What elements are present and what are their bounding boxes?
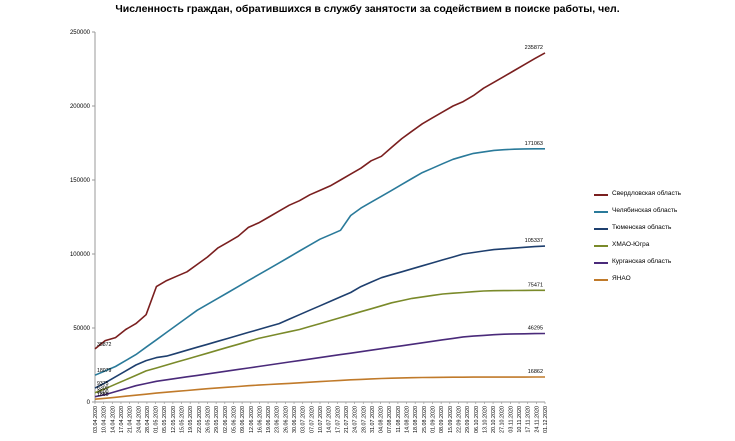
- x-tick-label: 05.06.2020: [231, 406, 237, 433]
- series-start-label: 18079: [97, 368, 112, 374]
- x-tick-label: 22.09.2020: [456, 406, 462, 433]
- x-tick-label: 14.08.2020: [405, 406, 411, 433]
- x-tick-label: 19.05.2020: [188, 406, 194, 433]
- x-tick-label: 25.08.2020: [422, 406, 428, 433]
- chart-title: Численность граждан, обратившихся в служ…: [115, 3, 620, 15]
- x-tick-label: 07.08.2020: [387, 406, 393, 433]
- x-tick-label: 19.06.2020: [266, 406, 272, 433]
- x-tick-label: 10.04.2020: [102, 406, 108, 433]
- x-tick-label: 20.10.2020: [491, 406, 497, 433]
- x-tick-label: 24.07.2020: [353, 406, 359, 433]
- x-tick-label: 28.04.2020: [145, 406, 151, 433]
- x-tick-label: 06.10.2020: [474, 406, 480, 433]
- x-tick-label: 18.08.2020: [413, 406, 419, 433]
- x-tick-label: 17.04.2020: [119, 406, 125, 433]
- x-tick-label: 31.07.2020: [370, 406, 376, 433]
- x-tick-label: 12.05.2020: [171, 406, 177, 433]
- x-tick-label: 14.04.2020: [110, 406, 116, 433]
- x-tick-label: 16.06.2020: [257, 406, 263, 433]
- x-tick-label: 29.09.2020: [465, 406, 471, 433]
- x-tick-label: 30.06.2020: [292, 406, 298, 433]
- x-tick-label: 12.06.2020: [249, 406, 255, 433]
- x-tick-label: 26.05.2020: [206, 406, 212, 433]
- x-tick-label: 17.11.2020: [526, 406, 532, 433]
- x-tick-label: 01.09.2020: [431, 406, 437, 433]
- legend-swatch: [594, 245, 608, 247]
- legend-label: ХМАО-Югра: [612, 241, 650, 248]
- y-tick-label: 0: [87, 400, 91, 406]
- x-tick-label: 27.10.2020: [500, 406, 506, 433]
- series-end-label: 171063: [525, 141, 543, 147]
- x-tick-label: 23.06.2020: [275, 406, 281, 433]
- x-tick-label: 22.05.2020: [197, 406, 203, 433]
- x-tick-label: 01.05.2020: [154, 406, 160, 433]
- series-start-label: 9375: [97, 381, 109, 387]
- series-line: [94, 332, 546, 398]
- x-tick-label: 10.07.2020: [318, 406, 324, 433]
- x-tick-label: 03.07.2020: [301, 406, 307, 433]
- series-end-label: 75471: [528, 282, 543, 288]
- series-end-label: 235872: [525, 45, 543, 51]
- series-start-label: 35872: [97, 342, 112, 348]
- series-line: [94, 289, 545, 394]
- x-tick-label: 01.12.2020: [543, 406, 549, 433]
- series-start-label: 3600: [97, 390, 109, 396]
- legend-swatch: [594, 211, 608, 213]
- x-tick-label: 08.09.2020: [439, 406, 445, 433]
- y-tick-label: 250000: [70, 30, 91, 36]
- y-tick-label: 50000: [73, 326, 90, 332]
- x-tick-label: 15.05.2020: [180, 406, 186, 433]
- x-tick-label: 03.11.2020: [508, 406, 514, 433]
- x-tick-label: 02.06.2020: [223, 406, 229, 433]
- x-tick-label: 07.07.2020: [309, 406, 315, 433]
- x-tick-label: 04.08.2020: [379, 406, 385, 433]
- legend-label: Челябинская область: [612, 207, 678, 214]
- x-tick-label: 24.04.2020: [136, 406, 142, 433]
- legend-swatch: [594, 228, 608, 230]
- series-end-label: 105337: [525, 238, 543, 244]
- x-tick-label: 11.08.2020: [396, 406, 402, 433]
- y-tick-label: 150000: [70, 178, 91, 184]
- x-tick-label: 28.07.2020: [361, 406, 367, 433]
- x-tick-label: 14.07.2020: [327, 406, 333, 433]
- x-tick-label: 17.07.2020: [335, 406, 341, 433]
- series-end-label: 16862: [528, 369, 543, 375]
- y-tick-label: 200000: [70, 104, 91, 110]
- legend-label: Тюменская область: [612, 224, 672, 231]
- series-line: [94, 245, 546, 389]
- x-tick-label: 29.05.2020: [214, 406, 220, 433]
- x-tick-label: 05.05.2020: [162, 406, 168, 433]
- legend-swatch: [594, 279, 608, 281]
- legend-label: ЯНАО: [612, 275, 631, 282]
- series-line: [94, 148, 545, 376]
- x-tick-label: 09.06.2020: [240, 406, 246, 433]
- x-tick-label: 03.04.2020: [93, 406, 99, 433]
- legend-swatch: [594, 194, 608, 196]
- series-line: [94, 376, 545, 400]
- y-tick-label: 100000: [70, 252, 91, 258]
- series-line: [94, 52, 546, 350]
- x-tick-label: 24.11.2020: [534, 406, 540, 433]
- x-tick-label: 21.07.2020: [344, 406, 350, 433]
- legend-label: Курганская область: [612, 258, 672, 265]
- x-tick-label: 26.06.2020: [283, 406, 289, 433]
- x-tick-label: 15.09.2020: [448, 406, 454, 433]
- series-start-label: 1860: [97, 392, 109, 398]
- x-tick-label: 21.04.2020: [128, 406, 134, 433]
- x-tick-label: 13.10.2020: [482, 406, 488, 433]
- x-tick-label: 10.11.2020: [517, 406, 523, 433]
- series-end-label: 46295: [528, 325, 543, 331]
- legend-swatch: [594, 262, 608, 264]
- series-start-label: 6300: [97, 386, 109, 392]
- legend-label: Свердловская область: [612, 190, 682, 197]
